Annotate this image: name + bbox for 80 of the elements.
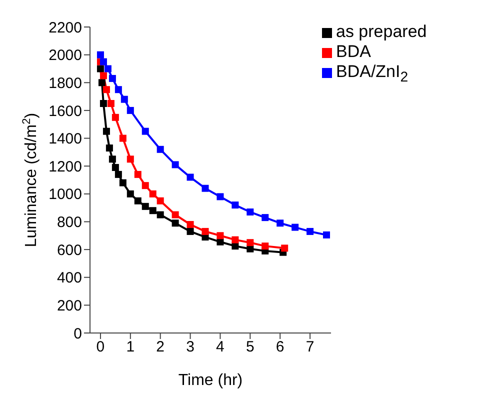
point (186, 228, 194, 235)
point (100, 100, 107, 107)
point (119, 179, 126, 186)
point (232, 202, 239, 209)
y-tick-label: 1400 (48, 130, 82, 148)
y-tick-label: 1200 (48, 158, 82, 176)
point (112, 114, 119, 121)
point (102, 86, 110, 94)
point (114, 170, 122, 178)
point (108, 156, 116, 163)
point (276, 220, 284, 227)
point (246, 245, 254, 252)
point (104, 65, 112, 72)
point (172, 220, 179, 227)
legend-label: BDA/ZnI$_{2}$ (336, 62, 408, 86)
point (107, 100, 114, 107)
y-tick-label: 400 (56, 270, 82, 287)
point (98, 79, 106, 86)
point (126, 190, 134, 198)
x-tick-label: 6 (276, 338, 284, 356)
point (108, 74, 116, 82)
point (149, 190, 156, 198)
point (246, 239, 254, 246)
y-tick-label: 0 (74, 325, 82, 342)
point (202, 184, 209, 192)
x-tick-label: 0 (96, 338, 105, 356)
point (119, 134, 126, 142)
point (216, 232, 224, 240)
point (186, 221, 194, 228)
x-tick-label: 5 (246, 338, 254, 356)
legend-label: as prepared (336, 22, 427, 41)
point (262, 214, 269, 222)
point (112, 164, 119, 171)
point (96, 51, 104, 58)
y-tick-label: 200 (56, 298, 82, 315)
point (262, 242, 269, 250)
point (114, 86, 122, 94)
point (172, 211, 179, 218)
point (142, 182, 149, 190)
point (246, 208, 254, 216)
point (216, 193, 224, 200)
point (156, 211, 164, 218)
point (142, 202, 149, 210)
point (306, 228, 314, 235)
x-tick-label: 1 (126, 338, 135, 356)
point (134, 170, 142, 178)
point (102, 128, 110, 135)
point (202, 228, 209, 235)
point (126, 156, 134, 163)
point (232, 236, 239, 244)
point (323, 231, 330, 238)
point (149, 207, 156, 214)
x-tick-label: 4 (216, 338, 224, 356)
y-tick-label: 600 (56, 242, 82, 259)
point (120, 96, 128, 103)
y-tick-label: 1600 (48, 102, 82, 120)
legend-label: BDA (336, 42, 371, 61)
y-tick-label: 1000 (48, 186, 82, 204)
x-tick-label: 7 (306, 338, 314, 356)
point (186, 174, 194, 181)
point (126, 106, 134, 114)
y-tick-label: 2000 (48, 47, 82, 64)
point (156, 197, 164, 204)
y-tick-label: 1800 (48, 74, 82, 92)
point (100, 72, 107, 80)
point (216, 238, 224, 246)
x-axis-title: Time (hr) (178, 372, 243, 389)
y-tick-label: 2200 (48, 19, 82, 36)
point (156, 146, 164, 153)
point (134, 197, 142, 204)
x-tick-label: 2 (156, 338, 165, 356)
point (172, 161, 179, 168)
point (100, 58, 107, 66)
y-tick-label: 800 (56, 214, 82, 232)
point (281, 244, 288, 252)
point (96, 65, 104, 72)
point (292, 224, 299, 231)
x-tick-label: 3 (186, 338, 194, 356)
point (142, 128, 149, 135)
point (106, 144, 113, 152)
